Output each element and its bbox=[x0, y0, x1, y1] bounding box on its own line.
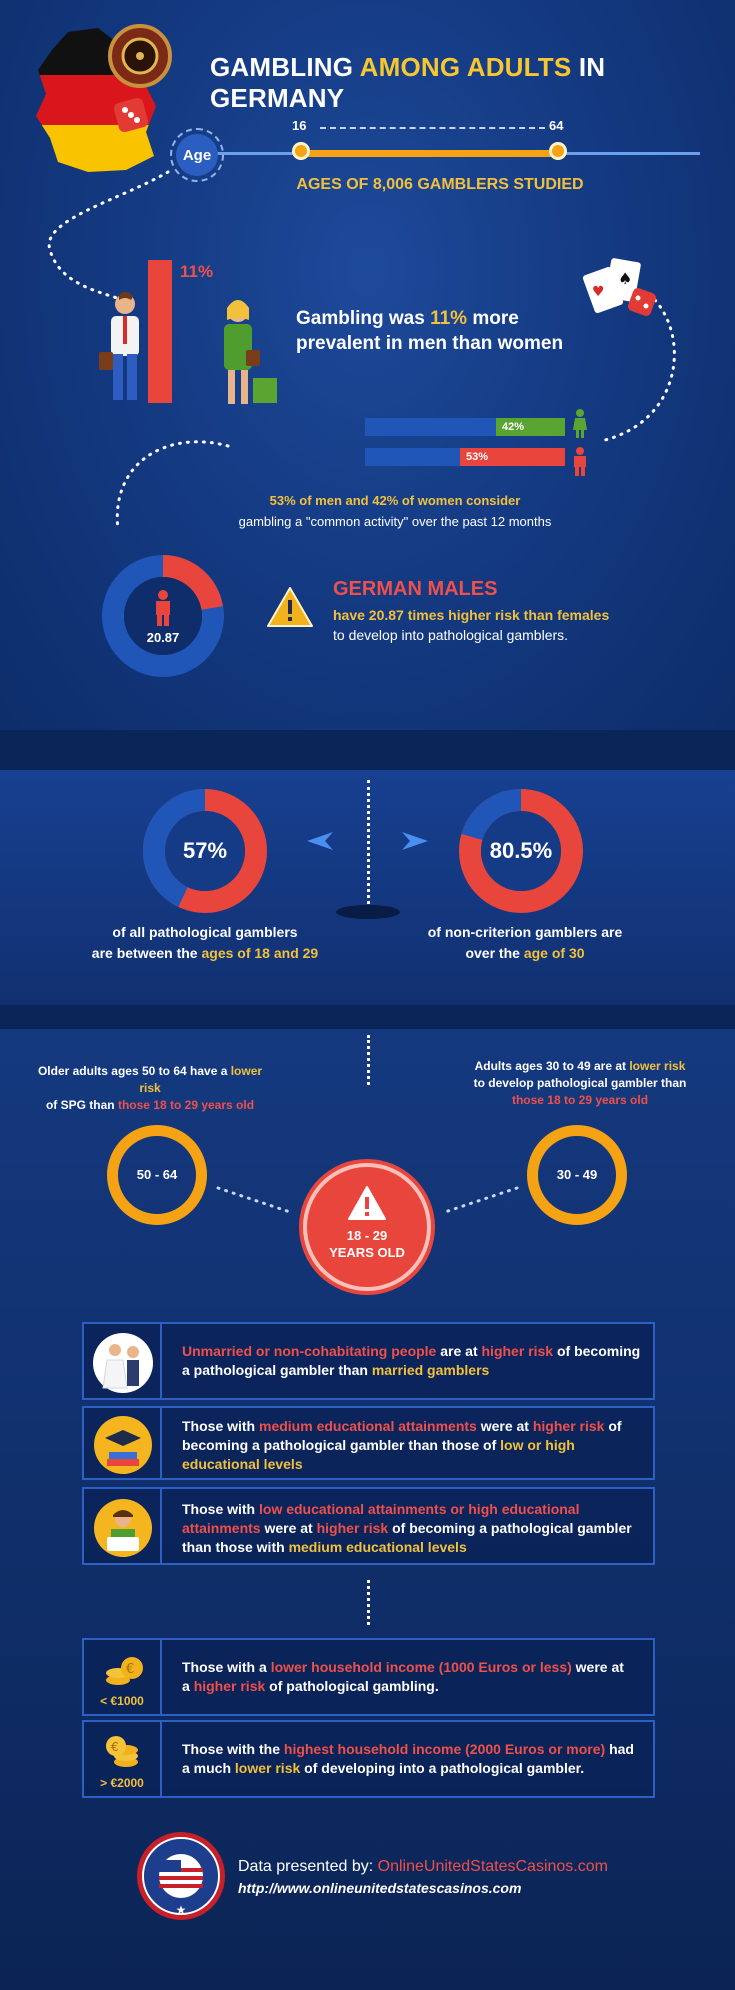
prevalence-bar-label: 11% bbox=[180, 262, 214, 281]
finding-high-income-text: Those with the highest household income … bbox=[182, 1741, 634, 1776]
svg-text:♠: ♠ bbox=[618, 269, 632, 288]
footer-site-link[interactable]: OnlineUnitedStatesCasinos.com bbox=[377, 1858, 608, 1875]
women-prevalence-bar bbox=[253, 378, 277, 403]
coins-stack-icon: € bbox=[106, 1657, 143, 1685]
finding-unmarried-text: Unmarried or non-cohabitating people are… bbox=[182, 1343, 641, 1378]
age-range-bar bbox=[300, 150, 560, 157]
warning-icon bbox=[267, 587, 313, 627]
finding-medium-education: Those with medium educational attainment… bbox=[82, 1406, 655, 1480]
finding-high-income: € > €2000 Those with the highest househo… bbox=[82, 1720, 655, 1798]
male-symbol-icon bbox=[574, 447, 586, 476]
man-figure-icon bbox=[99, 291, 139, 400]
svg-text:★: ★ bbox=[176, 1903, 187, 1917]
adults-30-49-text: Adults ages 30 to 49 are at lower risk t… bbox=[473, 1059, 687, 1107]
svg-text:€: € bbox=[126, 1662, 134, 1677]
age-badge-label: Age bbox=[176, 134, 218, 176]
arrow-left-icon bbox=[307, 832, 333, 850]
footer-url[interactable]: http://www.onlineunitedstatescasinos.com bbox=[238, 1880, 522, 1896]
graduation-books-icon bbox=[94, 1416, 152, 1474]
men-prevalence-bar bbox=[148, 260, 172, 403]
age-18-29-label: 18 - 29 YEARS OLD bbox=[329, 1228, 405, 1260]
age-max-label: 64 bbox=[549, 118, 564, 133]
left-stat-caption: of all pathological gamblers are between… bbox=[91, 924, 319, 961]
older-adults-text: Older adults ages 50 to 64 have a lower … bbox=[37, 1064, 263, 1112]
female-symbol-icon bbox=[573, 409, 587, 438]
age-30-49-circle: 30 - 49 bbox=[527, 1125, 627, 1225]
age-range-dashes bbox=[320, 127, 545, 129]
risk-connector-dots bbox=[216, 1186, 519, 1214]
age-50-64-circle: 50 - 64 bbox=[107, 1125, 207, 1225]
woman-figure-icon bbox=[224, 300, 260, 404]
males-text: have 20.87 times higher risk than female… bbox=[333, 607, 610, 643]
svg-text:♥: ♥ bbox=[592, 284, 605, 300]
male-figure-icon bbox=[156, 590, 170, 626]
women-common-bar: 42% bbox=[496, 418, 565, 436]
page-title: GAMBLING AMONG ADULTS IN GERMANY bbox=[210, 52, 606, 113]
age-18-29-circle: 18 - 29 YEARS OLD bbox=[303, 1163, 431, 1291]
arrow-right-icon bbox=[402, 832, 428, 850]
age-min-label: 16 bbox=[292, 118, 307, 133]
student-laptop-icon bbox=[94, 1499, 152, 1557]
germany-flag-map-icon bbox=[36, 24, 172, 172]
high-income-label: > €2000 bbox=[100, 1776, 144, 1790]
income-divider-dots bbox=[367, 1580, 370, 1625]
pct-57-donut bbox=[143, 789, 267, 913]
finding-low-high-education: Those with low educational attainments o… bbox=[82, 1487, 655, 1565]
men-common-bar: 53% bbox=[460, 448, 565, 466]
age-min-marker bbox=[292, 142, 310, 160]
center-divider-dots bbox=[367, 780, 370, 910]
right-stat-caption: of non-criterion gamblers are over the a… bbox=[427, 924, 623, 961]
finding-low-income-text: Those with a lower household income (100… bbox=[182, 1659, 624, 1694]
pct-80-donut bbox=[459, 789, 583, 913]
low-income-label: < €1000 bbox=[100, 1694, 144, 1708]
finding-low-income: € < €1000 Those with a lower household i… bbox=[82, 1638, 655, 1716]
common-activity-text: 53% of men and 42% of women consider gam… bbox=[238, 493, 552, 529]
svg-text:€: € bbox=[111, 1740, 119, 1754]
age-caption: AGES OF 8,006 GAMBLERS STUDIED bbox=[296, 176, 584, 193]
coins-stack-icon: € bbox=[106, 1736, 138, 1767]
age-badge: Age bbox=[170, 128, 224, 182]
finding-medium-education-text: Those with medium educational attainment… bbox=[182, 1418, 622, 1472]
dotted-connectors bbox=[47, 170, 676, 532]
prevalence-text: Gambling was 11% more prevalent in men th… bbox=[296, 308, 564, 354]
divider-shadow bbox=[336, 905, 400, 919]
divider-band bbox=[0, 730, 735, 770]
finding-low-high-education-text: Those with low educational attainments o… bbox=[182, 1501, 632, 1555]
risk-divider-dots bbox=[367, 1035, 370, 1085]
cards-dice-icon: ♠ ♥ bbox=[582, 258, 656, 316]
warning-icon bbox=[348, 1186, 386, 1220]
divider-band bbox=[0, 1005, 735, 1029]
footer-presented: Data presented by: OnlineUnitedStatesCas… bbox=[238, 1858, 608, 1875]
males-risk-donut bbox=[102, 555, 224, 677]
males-heading: GERMAN MALES bbox=[333, 578, 498, 600]
left-stat-value: 57% bbox=[182, 838, 228, 863]
age-max-marker bbox=[549, 142, 567, 160]
males-ratio-value: 20.87 bbox=[146, 630, 180, 645]
wedding-couple-icon bbox=[93, 1333, 153, 1393]
casino-logo: ★ bbox=[137, 1832, 225, 1920]
right-stat-value: 80.5% bbox=[489, 838, 553, 863]
finding-unmarried: Unmarried or non-cohabitating people are… bbox=[82, 1322, 655, 1400]
